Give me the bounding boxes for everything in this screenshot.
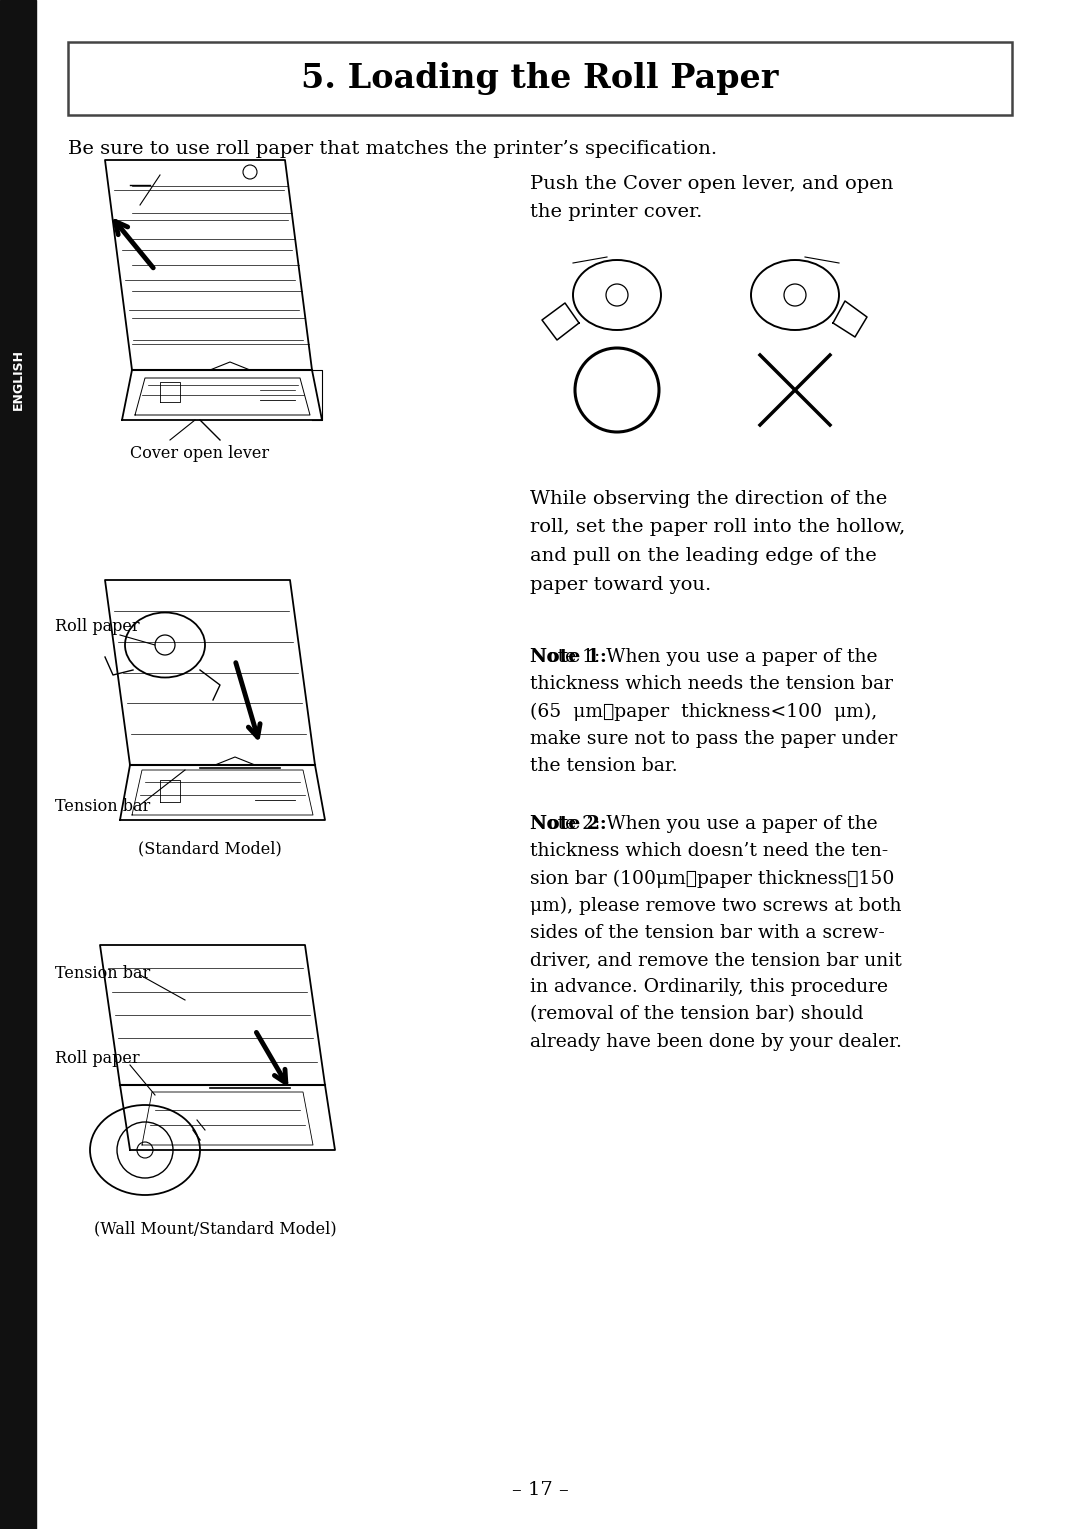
Text: ENGLISH: ENGLISH	[12, 350, 25, 410]
Text: Roll paper: Roll paper	[55, 618, 139, 635]
Text: Note 2:: Note 2:	[530, 815, 607, 833]
Text: Be sure to use roll paper that matches the printer’s specification.: Be sure to use roll paper that matches t…	[68, 141, 717, 157]
Text: (Wall Mount/Standard Model): (Wall Mount/Standard Model)	[94, 1220, 336, 1237]
Text: 5. Loading the Roll Paper: 5. Loading the Roll Paper	[301, 63, 779, 95]
Bar	[68, 41, 1012, 115]
Text: Tension bar: Tension bar	[55, 965, 150, 982]
Text: – 17 –: – 17 –	[512, 1482, 568, 1498]
Text: Cover open lever: Cover open lever	[130, 445, 269, 462]
Text: Push the Cover open lever, and open
the printer cover.: Push the Cover open lever, and open the …	[530, 174, 893, 220]
Text: Tension bar: Tension bar	[55, 798, 150, 815]
Text: Note 1: When you use a paper of the
thickness which needs the tension bar
(65  μ: Note 1: When you use a paper of the thic…	[530, 648, 897, 775]
Bar	[0, 0, 36, 1529]
Text: Note 1:: Note 1:	[530, 648, 607, 667]
Text: Roll paper: Roll paper	[55, 1050, 139, 1067]
Text: Note 2: When you use a paper of the
thickness which doesn’t need the ten-
sion b: Note 2: When you use a paper of the thic…	[530, 815, 902, 1050]
Text: (Standard Model): (Standard Model)	[138, 839, 282, 856]
Text: While observing the direction of the
roll, set the paper roll into the hollow,
a: While observing the direction of the rol…	[530, 489, 905, 593]
